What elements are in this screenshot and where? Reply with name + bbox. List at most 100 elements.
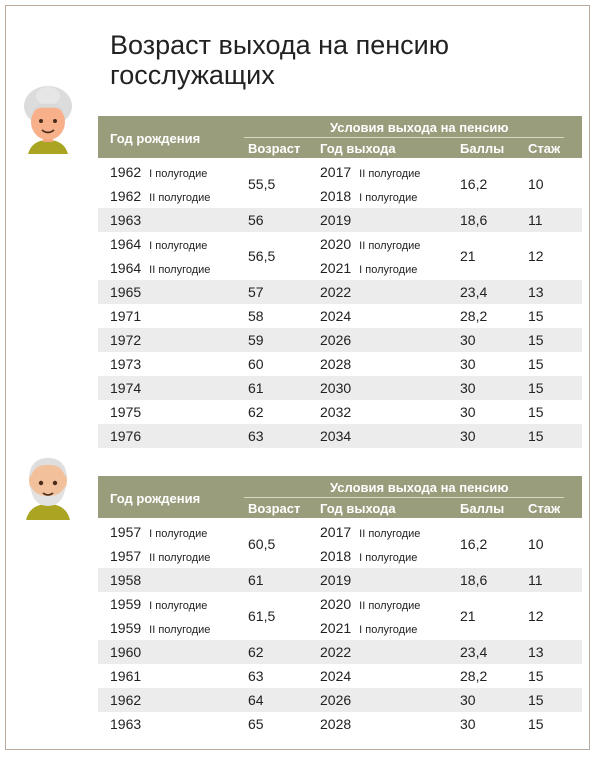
exit-year: 2020 [320, 596, 352, 612]
birth-year: 1963 [110, 716, 142, 732]
birth-half-year: I полугодие [149, 528, 208, 540]
birth-year: 1962 [110, 164, 142, 180]
header-points: Баллы [460, 141, 505, 156]
birth-year: 1964 [110, 260, 142, 276]
exit-year-cell: 2020 II полугодие [320, 232, 420, 258]
exit-year-cell: 2030 [320, 376, 351, 400]
exit-year: 2022 [320, 284, 352, 300]
points-cell: 30 [460, 380, 476, 396]
age-cell: 63 [248, 428, 264, 444]
birth-year-cell: 1961 [110, 664, 141, 688]
exit-year: 2018 [320, 548, 352, 564]
birth-year-cell: 1957 I полугодие [110, 520, 207, 546]
exit-year: 2030 [320, 380, 352, 396]
exit-year-cell: 2028 [320, 352, 351, 376]
exit-year: 2028 [320, 356, 352, 372]
exit-half-year: I полугодие [359, 552, 418, 564]
stazh-cell: 11 [528, 572, 543, 588]
birth-year-cell: 1964 II полугодие [110, 256, 210, 282]
exit-year: 2019 [320, 572, 352, 588]
points-cell: 30 [460, 716, 476, 732]
birth-year-cell: 1957 II полугодие [110, 544, 210, 570]
exit-year: 2020 [320, 236, 352, 252]
header-birth-year: Год рождения [110, 491, 201, 506]
table-row: 1957 I полугодие 2017 II полугодие 1957 II по… [98, 520, 582, 568]
exit-year-cell: 2017 II полугодие [320, 520, 420, 546]
table-row: 1960 2022 62 23,4 13 [98, 640, 582, 664]
page-frame [5, 5, 590, 750]
age-cell: 63 [248, 668, 264, 684]
header-points: Баллы [460, 501, 505, 516]
birth-half-year: II полугодие [149, 192, 211, 204]
birth-year-cell: 1959 I полугодие [110, 592, 207, 618]
points-cell: 16,2 [460, 536, 488, 552]
birth-year: 1963 [110, 212, 142, 228]
birth-year: 1959 [110, 620, 142, 636]
exit-year-cell: 2028 [320, 712, 351, 736]
table-row: 1964 I полугодие 2020 II полугодие 1964 II по… [98, 232, 582, 280]
age-cell: 59 [248, 332, 264, 348]
stazh-cell: 10 [528, 176, 544, 192]
age-cell: 65 [248, 716, 264, 732]
table-row: 1972 2026 59 30 15 [98, 328, 582, 352]
birth-year-cell: 1962 I полугодие [110, 160, 207, 186]
points-cell: 30 [460, 428, 476, 444]
stazh-cell: 15 [528, 428, 544, 444]
exit-half-year: II полугодие [359, 528, 421, 540]
exit-year: 2026 [320, 692, 352, 708]
exit-half-year: I полугодие [359, 624, 418, 636]
stazh-cell: 13 [528, 644, 544, 660]
exit-year: 2017 [320, 524, 352, 540]
header-divider [244, 137, 564, 138]
age-cell: 62 [248, 644, 264, 660]
table-row: 1965 2022 57 23,4 13 [98, 280, 582, 304]
birth-year-cell: 1963 [110, 208, 141, 232]
exit-year: 2034 [320, 428, 352, 444]
stazh-cell: 15 [528, 332, 544, 348]
birth-half-year: I полугодие [149, 240, 208, 252]
exit-year-cell: 2026 [320, 688, 351, 712]
exit-year-cell: 2019 [320, 208, 351, 232]
birth-year-cell: 1960 [110, 640, 141, 664]
points-cell: 30 [460, 692, 476, 708]
birth-year: 1960 [110, 644, 142, 660]
points-cell: 18,6 [460, 572, 488, 588]
birth-year-cell: 1963 [110, 712, 141, 736]
exit-year: 2022 [320, 644, 352, 660]
birth-year: 1964 [110, 236, 142, 252]
age-cell: 56 [248, 212, 264, 228]
exit-year: 2021 [320, 620, 352, 636]
stazh-cell: 15 [528, 404, 544, 420]
birth-year-cell: 1962 [110, 688, 141, 712]
table-row: 1976 2034 63 30 15 [98, 424, 582, 448]
birth-half-year: I полугодие [149, 600, 208, 612]
stazh-cell: 10 [528, 536, 544, 552]
birth-year-cell: 1971 [110, 304, 141, 328]
table-row: 1975 2032 62 30 15 [98, 400, 582, 424]
header-age: Возраст [248, 501, 301, 516]
header-stazh: Стаж [528, 501, 561, 516]
age-cell: 61 [248, 572, 264, 588]
table-header: Год рождения Условия выхода на пенсию Возр… [98, 476, 582, 518]
exit-year: 2032 [320, 404, 352, 420]
birth-year: 1972 [110, 332, 142, 348]
table-row: 1962 I полугодие 2017 II полугодие 1962 II по… [98, 160, 582, 208]
woman-avatar-icon [24, 86, 72, 154]
exit-year-cell: 2024 [320, 664, 351, 688]
stazh-cell: 15 [528, 380, 544, 396]
birth-half-year: II полугодие [149, 624, 211, 636]
exit-year-cell: 2018 I полугодие [320, 184, 417, 210]
exit-year: 2026 [320, 332, 352, 348]
stazh-cell: 15 [528, 716, 544, 732]
points-cell: 23,4 [460, 644, 488, 660]
birth-year-cell: 1976 [110, 424, 141, 448]
exit-half-year: I полугодие [359, 192, 418, 204]
age-cell: 55,5 [248, 176, 276, 192]
header-stazh: Стаж [528, 141, 561, 156]
birth-year-cell: 1964 I полугодие [110, 232, 207, 258]
table-header: Год рождения Условия выхода на пенсию Возр… [98, 116, 582, 158]
age-cell: 61 [248, 380, 264, 396]
birth-year-cell: 1975 [110, 400, 141, 424]
stazh-cell: 15 [528, 692, 544, 708]
